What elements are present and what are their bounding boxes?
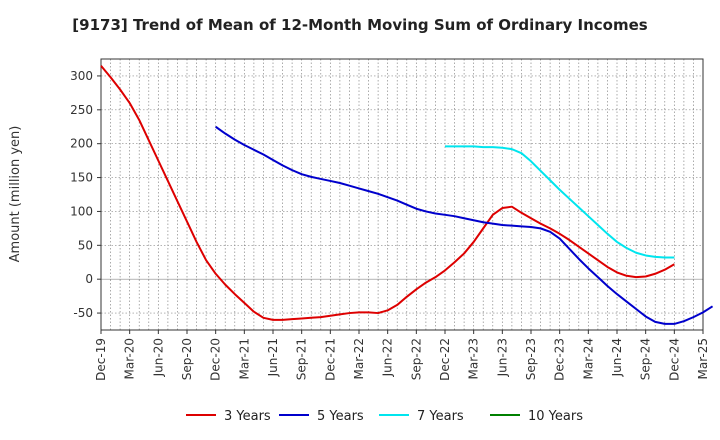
x-tick-label: Mar-20 xyxy=(123,338,137,379)
x-tick-label: Jun-23 xyxy=(495,338,509,377)
y-tick-label: 300 xyxy=(70,69,93,83)
x-tick-label: Jun-20 xyxy=(151,338,165,377)
x-tick-label: Dec-20 xyxy=(209,338,223,381)
x-tick-label: Dec-19 xyxy=(94,338,108,381)
x-tick-label: Dec-21 xyxy=(323,338,337,381)
series-layer xyxy=(100,65,714,325)
x-tick-label: Sep-22 xyxy=(409,338,423,380)
y-tick-label: 0 xyxy=(85,272,93,286)
legend: 3 Years 5 Years 7 Years 10 Years xyxy=(186,409,583,424)
x-tick-label: Sep-21 xyxy=(295,338,309,380)
y-tick-label: -50 xyxy=(73,306,93,320)
y-axis-label: Amount (million yen) xyxy=(8,126,23,263)
x-tick-label: Mar-21 xyxy=(237,338,251,379)
x-tick-label: Jun-22 xyxy=(381,338,395,377)
x-tick-label: Mar-24 xyxy=(581,338,595,379)
chart-title: [9173] Trend of Mean of 12-Month Moving … xyxy=(72,16,647,34)
x-tick-label: Dec-24 xyxy=(667,338,681,381)
y-tick-label: 200 xyxy=(70,137,93,151)
legend-label-7-years: 7 Years xyxy=(417,409,464,424)
series-line-3-years xyxy=(100,65,675,321)
y-tick-label: 150 xyxy=(70,171,93,185)
x-tick-label: Jun-24 xyxy=(610,338,624,377)
x-tick-label: Jun-21 xyxy=(266,338,280,377)
y-axis-ticks: -50 0 50 100 150 200 250 300 xyxy=(70,69,101,320)
legend-label-3-years: 3 Years xyxy=(224,409,271,424)
x-tick-label: Dec-23 xyxy=(553,338,567,381)
legend-label-10-years: 10 Years xyxy=(528,409,583,424)
x-tick-label: Sep-20 xyxy=(180,338,194,380)
legend-label-5-years: 5 Years xyxy=(317,409,364,424)
x-tick-label: Sep-24 xyxy=(639,338,653,380)
grid xyxy=(101,59,703,330)
y-tick-label: 250 xyxy=(70,103,93,117)
x-axis-ticks: Dec-19 Mar-20 Jun-20 Sep-20 Dec-20 Mar-21 Jun-… xyxy=(94,330,710,381)
x-tick-label: Mar-22 xyxy=(352,338,366,379)
x-tick-label: Mar-23 xyxy=(467,338,481,379)
x-tick-label: Mar-25 xyxy=(696,338,710,379)
y-tick-label: 100 xyxy=(70,204,93,218)
plot-frame xyxy=(100,58,704,331)
series-line-5-years xyxy=(215,125,714,325)
y-tick-label: 50 xyxy=(78,238,93,252)
x-tick-label: Sep-23 xyxy=(524,338,538,380)
series-line-7-years xyxy=(445,145,675,259)
x-tick-label: Dec-22 xyxy=(438,338,452,381)
